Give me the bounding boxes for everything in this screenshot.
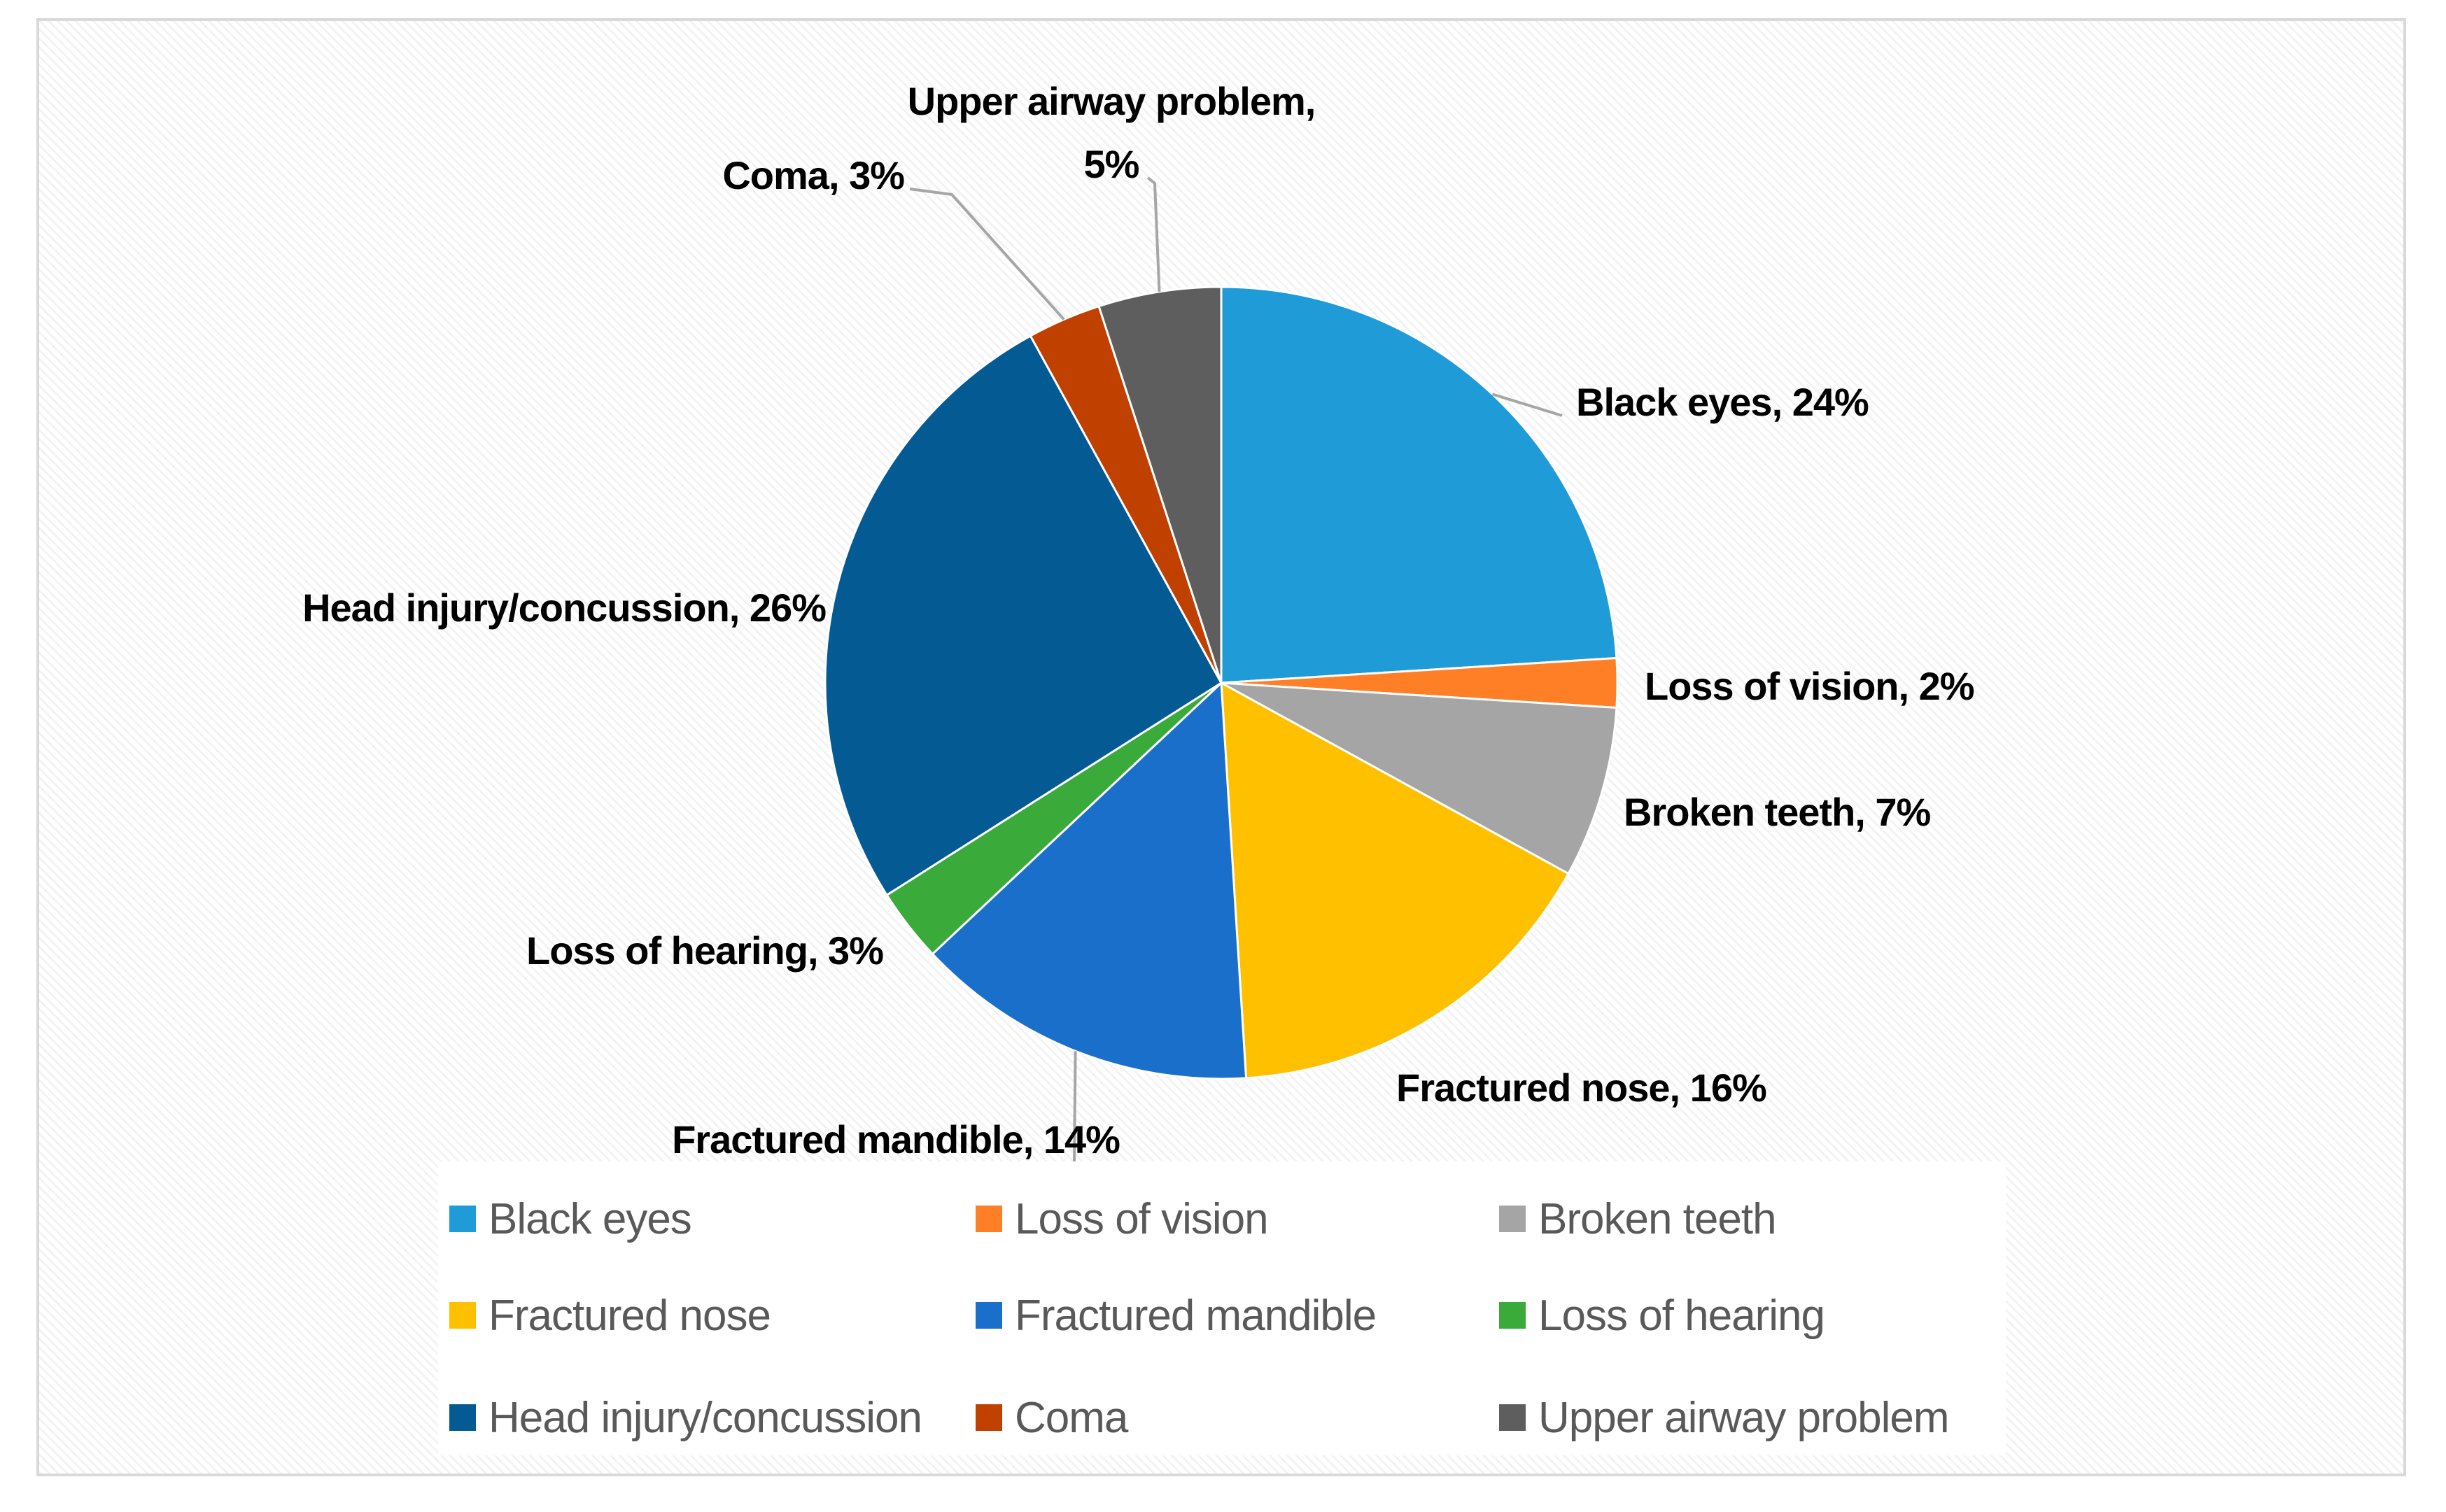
pie-slice-upper-airway-problem — [1097, 285, 1223, 684]
legend-item-fractured-mandible: Fractured mandible — [976, 1287, 1377, 1343]
legend-item-upper-airway-problem: Upper airway problem — [1499, 1390, 1949, 1446]
leader-line-coma — [909, 188, 1065, 320]
data-label-loss-of-vision: Loss of vision, 2% — [1645, 664, 1974, 708]
legend: Black eyes Loss of vision Broken teeth F… — [438, 1161, 2006, 1455]
legend-label-head-injury: Head injury/concussion — [489, 1393, 922, 1442]
legend-swatch-upper-airway-problem — [1499, 1404, 1526, 1431]
legend-label-black-eyes: Black eyes — [489, 1194, 692, 1243]
legend-swatch-head-injury — [449, 1404, 476, 1431]
pie-slices — [824, 285, 1619, 1080]
pie-slice-head-injury-concussion — [824, 334, 1223, 897]
legend-swatch-black-eyes — [449, 1206, 476, 1232]
legend-swatch-fractured-nose — [449, 1302, 476, 1329]
legend-swatch-fractured-mandible — [976, 1302, 1002, 1329]
data-labels: Black eyes, 24% Loss of vision, 2% Broke… — [302, 79, 1975, 1161]
leader-line-upper-airway-problem — [1146, 176, 1161, 292]
legend-label-fractured-mandible: Fractured mandible — [1015, 1291, 1377, 1340]
data-label-upper-airway-line2: 5% — [1084, 142, 1139, 186]
data-label-loss-of-hearing: Loss of hearing, 3% — [526, 928, 883, 973]
legend-item-broken-teeth: Broken teeth — [1499, 1191, 1777, 1247]
data-label-upper-airway-line1: Upper airway problem, — [908, 79, 1316, 123]
pie-slice-fractured-mandible — [931, 680, 1248, 1080]
legend-label-fractured-nose: Fractured nose — [489, 1291, 771, 1340]
leader-lines — [909, 176, 1563, 1162]
data-label-fractured-mandible: Fractured mandible, 14% — [672, 1117, 1120, 1161]
legend-item-head-injury: Head injury/concussion — [449, 1390, 922, 1446]
pie-slice-fractured-nose — [1220, 681, 1570, 1080]
leader-line-black-eyes — [1491, 393, 1563, 417]
data-label-broken-teeth: Broken teeth, 7% — [1624, 790, 1931, 834]
legend-swatch-loss-of-hearing — [1499, 1302, 1526, 1329]
leader-line-fractured-mandible — [1073, 1051, 1077, 1162]
legend-item-loss-of-hearing: Loss of hearing — [1499, 1287, 1825, 1343]
legend-label-upper-airway-problem: Upper airway problem — [1538, 1393, 1949, 1442]
legend-swatch-loss-of-vision — [976, 1206, 1002, 1232]
legend-label-loss-of-vision: Loss of vision — [1015, 1194, 1269, 1243]
legend-label-coma: Coma — [1015, 1393, 1128, 1442]
legend-swatch-broken-teeth — [1499, 1206, 1526, 1232]
legend-label-loss-of-hearing: Loss of hearing — [1538, 1291, 1825, 1340]
data-label-black-eyes: Black eyes, 24% — [1576, 380, 1869, 424]
legend-item-coma: Coma — [976, 1390, 1128, 1446]
legend-item-black-eyes: Black eyes — [449, 1191, 692, 1247]
legend-label-broken-teeth: Broken teeth — [1538, 1194, 1777, 1243]
data-label-coma: Coma, 3% — [722, 153, 904, 197]
data-label-fractured-nose: Fractured nose, 16% — [1396, 1066, 1766, 1110]
legend-swatch-coma — [976, 1404, 1002, 1431]
pie-slice-broken-teeth — [1221, 681, 1618, 875]
legend-item-loss-of-vision: Loss of vision — [976, 1191, 1269, 1247]
pie-slice-black-eyes — [1220, 285, 1618, 684]
data-label-head-injury: Head injury/concussion, 26% — [302, 586, 826, 630]
legend-item-fractured-nose: Fractured nose — [449, 1287, 771, 1343]
